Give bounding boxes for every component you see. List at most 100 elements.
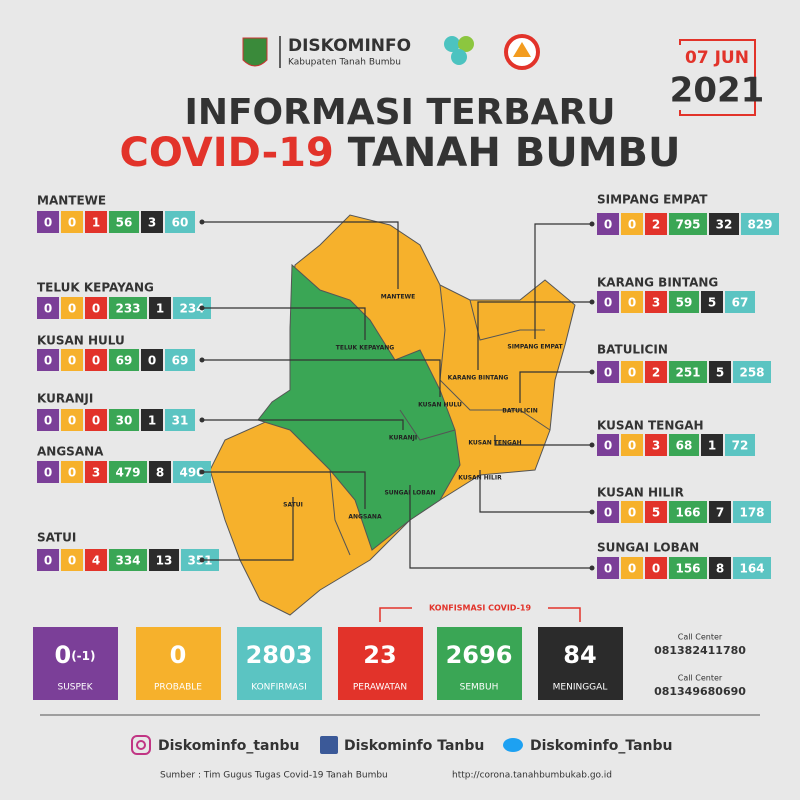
count-box	[597, 557, 619, 579]
count-box	[733, 361, 771, 383]
title-region: TANAH BUMBU	[348, 130, 681, 176]
instagram-handle[interactable]: Diskominfo_tanbu	[158, 738, 299, 754]
count-value: 0	[628, 366, 636, 380]
count-box	[645, 434, 667, 456]
count-value: 0	[44, 354, 52, 368]
title-line2: COVID-19 TANAH BUMBU	[120, 130, 681, 176]
count-value: 251	[675, 366, 700, 380]
count-box	[741, 213, 779, 235]
connector	[519, 371, 592, 403]
count-value: 2	[652, 366, 660, 380]
instagram-icon	[131, 735, 151, 755]
connector	[534, 223, 592, 339]
count-value: 0	[68, 414, 76, 428]
source: Sumber : Tim Gugus Tugas Covid-19 Tanah …	[160, 771, 388, 781]
count-value: 234	[179, 302, 204, 316]
district-name: KARANG BINTANG	[597, 276, 718, 290]
count-value: 0	[68, 354, 76, 368]
facebook-icon	[320, 736, 338, 754]
count-value: 1	[708, 439, 716, 453]
count-value: 156	[675, 562, 700, 576]
count-value: 0	[68, 216, 76, 230]
map-label: KARANG BINTANG	[448, 375, 509, 382]
count-box	[85, 297, 107, 319]
count-value: 8	[716, 562, 724, 576]
count-box	[733, 557, 771, 579]
count-value: 479	[115, 466, 140, 480]
count-value: 0	[652, 562, 660, 576]
count-value: 69	[172, 354, 189, 368]
count-box	[621, 361, 643, 383]
url[interactable]: http://corona.tanahbumbukab.go.id	[452, 771, 612, 781]
count-box	[61, 297, 83, 319]
count-value: 0	[628, 562, 636, 576]
district-name: SIMPANG EMPAT	[597, 193, 708, 207]
title-line1: INFORMASI TERBARU	[184, 92, 615, 133]
count-box	[621, 434, 643, 456]
count-value: 0	[628, 218, 636, 232]
count-box	[61, 349, 83, 371]
count-box	[149, 549, 179, 571]
org-sub: Kabupaten Tanah Bumbu	[288, 58, 401, 68]
district-name: KUSAN HILIR	[597, 486, 684, 500]
connector	[409, 485, 592, 569]
connector	[202, 497, 294, 561]
date-year: 2021	[670, 71, 765, 111]
count-value: 32	[716, 218, 733, 232]
connector-end	[589, 221, 595, 227]
count-box	[701, 434, 723, 456]
summary-number: 0	[54, 641, 71, 669]
count-box	[165, 409, 195, 431]
count-value: 67	[732, 296, 749, 310]
count-value: 5	[716, 366, 724, 380]
summary-label: PERAWATAN	[353, 683, 407, 693]
connector	[202, 221, 399, 289]
count-box	[85, 461, 107, 483]
count-value: 56	[116, 216, 133, 230]
map-label: TELUK KEPAYANG	[336, 345, 395, 352]
count-value: 4	[92, 554, 100, 568]
count-value: 3	[148, 216, 156, 230]
summary-tile	[437, 627, 522, 700]
count-value: 829	[747, 218, 772, 232]
count-box	[165, 211, 195, 233]
twitter-handle[interactable]: Diskominfo_Tanbu	[530, 738, 673, 754]
count-value: 0	[628, 296, 636, 310]
count-value: 0	[628, 439, 636, 453]
count-box	[37, 349, 59, 371]
connector-end	[199, 219, 205, 225]
count-box	[669, 361, 707, 383]
count-box	[597, 291, 619, 313]
count-value: 0	[44, 466, 52, 480]
district-name: KUSAN TENGAH	[597, 419, 704, 433]
bpbd-logo	[504, 34, 540, 70]
count-value: 0	[148, 354, 156, 368]
count-box	[669, 213, 707, 235]
count-box	[645, 557, 667, 579]
count-box	[621, 557, 643, 579]
count-value: 3	[652, 439, 660, 453]
summary-tile	[538, 627, 623, 700]
date-day: 07 JUN	[685, 48, 749, 68]
count-box	[85, 349, 107, 371]
district-name: SUNGAI LOBAN	[597, 541, 699, 555]
district-name: KURANJI	[37, 392, 93, 406]
count-box	[173, 297, 211, 319]
count-box	[61, 211, 83, 233]
count-box	[109, 211, 139, 233]
count-box	[109, 349, 139, 371]
count-box	[621, 291, 643, 313]
summary-tile	[338, 627, 423, 700]
facebook-handle[interactable]: Diskominfo Tanbu	[344, 738, 484, 754]
count-box	[141, 211, 163, 233]
title-covid: COVID-19	[120, 130, 334, 176]
count-box	[109, 461, 147, 483]
connector-end	[589, 509, 595, 515]
summary-value: 0	[170, 641, 187, 669]
count-box	[173, 461, 211, 483]
connector-end	[199, 305, 205, 311]
count-value: 0	[628, 506, 636, 520]
count-box	[669, 557, 707, 579]
count-value: 0	[604, 562, 612, 576]
regency-logo	[242, 37, 268, 67]
